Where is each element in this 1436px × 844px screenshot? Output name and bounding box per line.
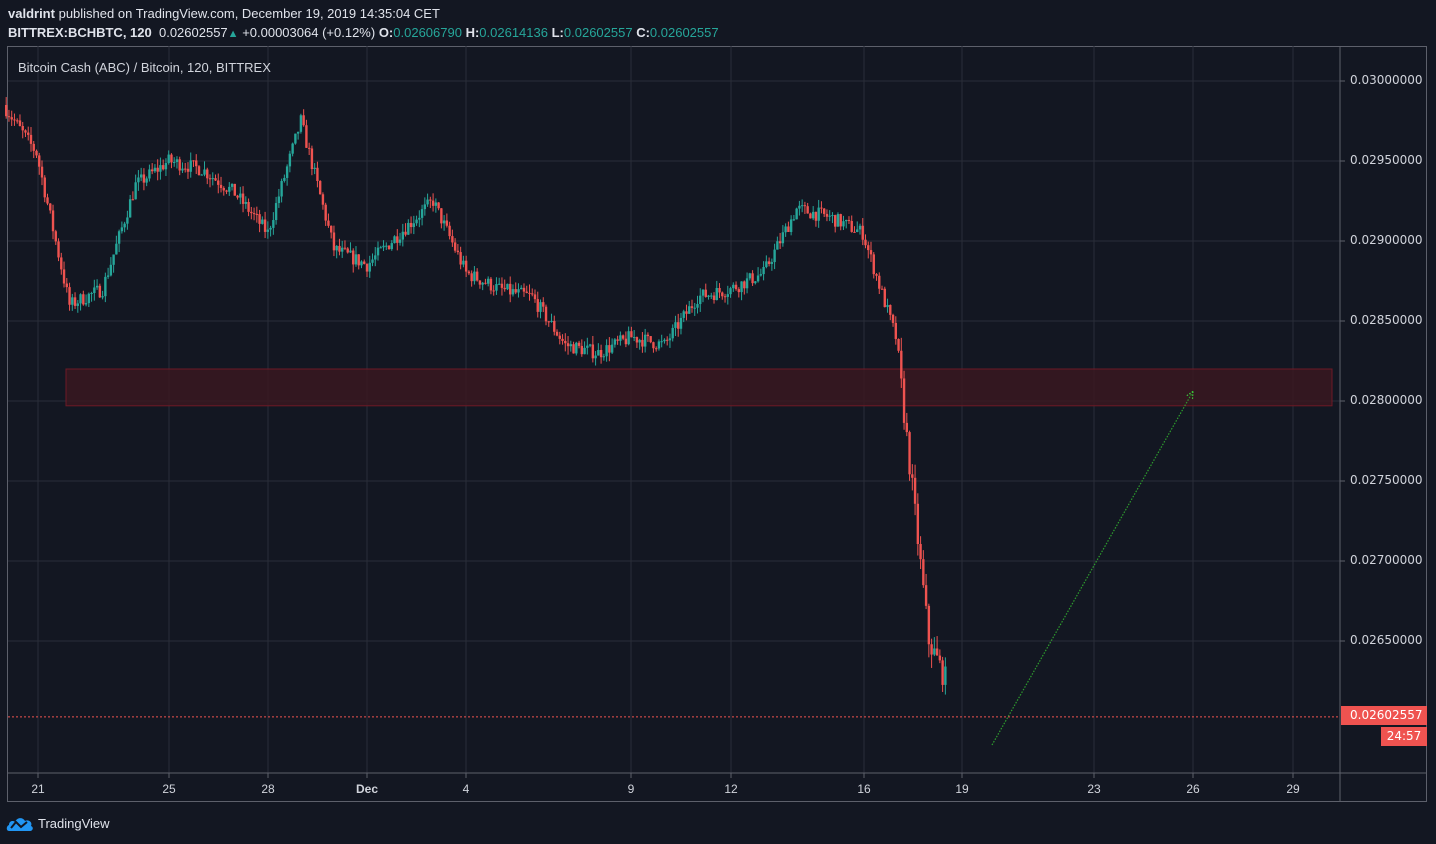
tradingview-logo[interactable]: TradingView [6, 814, 110, 832]
price-axis-label: 0.02850000 [1350, 313, 1423, 327]
publish-info: valdrint published on TradingView.com, D… [8, 6, 440, 21]
open-label: O: [378, 25, 394, 40]
time-axis-label: 28 [261, 782, 275, 796]
time-axis-label: Dec [355, 782, 379, 796]
grid-lines [8, 46, 1345, 778]
bar-countdown: 24:57 [1381, 727, 1427, 746]
time-axis-label: 23 [1087, 782, 1101, 796]
time-axis-label: 9 [627, 782, 635, 796]
support-zone [65, 368, 1333, 407]
low-label: L: [551, 25, 564, 40]
time-axis-label: 4 [462, 782, 470, 796]
author-name: valdrint [8, 6, 55, 21]
ohlc-bar: BITTREX:BCHBTC, 120 0.02602557▲ +0.00003… [8, 25, 719, 40]
change-value: +0.00003064 (+0.12%) [242, 25, 376, 40]
low-value: 0.02602557 [563, 25, 633, 40]
candlesticks [5, 97, 947, 695]
symbol-label: BITTREX:BCHBTC, 120 [8, 25, 152, 40]
chart-frame [7, 46, 1427, 802]
price-axis-label: 0.02900000 [1350, 233, 1423, 247]
price-axis-label: 0.03000000 [1350, 73, 1423, 87]
price-axis-label: 0.02650000 [1350, 633, 1423, 647]
time-axis-label: 16 [857, 782, 871, 796]
triangle-up-icon: ▲ [227, 28, 239, 40]
time-axis-label: 21 [31, 782, 45, 796]
time-axis-label: 26 [1186, 782, 1200, 796]
close-label: C: [636, 25, 650, 40]
projection-arrow [991, 390, 1194, 746]
published-text: published on TradingView.com, December 1… [58, 6, 440, 21]
open-value: 0.02606790 [393, 25, 462, 40]
last-price-tag: 0.02602557 [1341, 706, 1427, 725]
time-axis-label: 29 [1286, 782, 1300, 796]
price-axis-label: 0.02700000 [1350, 553, 1423, 567]
high-label: H: [465, 25, 480, 40]
tradingview-cloud-icon [6, 818, 33, 831]
time-axis-label: 25 [162, 782, 176, 796]
last-price: 0.02602557 [158, 25, 228, 40]
chart-legend: Bitcoin Cash (ABC) / Bitcoin, 120, BITTR… [18, 60, 271, 75]
brand-label: TradingView [38, 815, 110, 831]
price-axis-label: 0.02750000 [1350, 473, 1423, 487]
price-axis-label: 0.02950000 [1350, 153, 1423, 167]
price-axis-label: 0.02800000 [1350, 393, 1423, 407]
close-value: 0.02602557 [649, 25, 719, 40]
time-axis-label: 12 [724, 782, 738, 796]
high-value: 0.02614136 [479, 25, 548, 40]
time-axis-label: 19 [955, 782, 969, 796]
